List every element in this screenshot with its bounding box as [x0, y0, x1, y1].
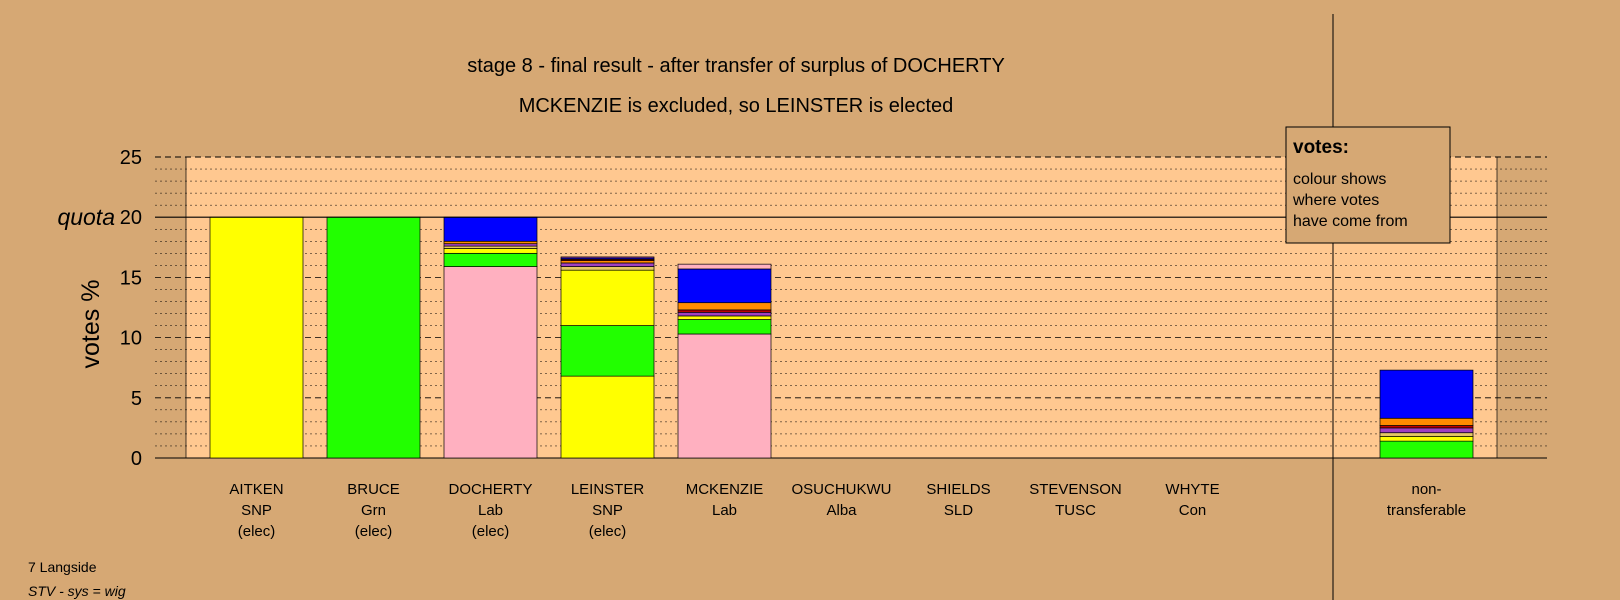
bar-segment-non-transferable-tusc: [1379, 425, 1474, 429]
y-tick-label: 25: [120, 147, 142, 169]
bar-segment-bruce-grn: [326, 216, 421, 459]
bar-segment-non-transferable-grn: [1379, 440, 1474, 459]
bar-segment-non-transferable-con: [1379, 369, 1474, 419]
bar-segment-docherty-alba: [443, 243, 538, 247]
y-axis-label: votes %: [77, 280, 105, 369]
bar-segment-leinster-snp: [560, 269, 655, 326]
candidate-label-docherty-line-2: Lab: [478, 502, 503, 519]
bar-segment-non-transferable-snp: [1379, 435, 1474, 442]
candidate-label-stevenson-line-1: STEVENSON: [1029, 481, 1122, 498]
candidate-label-mckenzie-line-2: Lab: [712, 502, 737, 519]
bar-segment-leinster-grn: [560, 325, 655, 377]
y-tick-label: 5: [131, 388, 142, 410]
candidate-label-osuchukwu-line-1: OSUCHUKWU: [792, 481, 892, 498]
legend-line-1: colour shows: [1293, 171, 1386, 188]
legend-line-3: have come from: [1293, 213, 1408, 230]
legend-line-2: where votes: [1292, 192, 1379, 209]
bar-segment-non-transferable-alba: [1379, 427, 1474, 434]
candidate-label-docherty-line-3: (elec): [472, 523, 510, 540]
y-tick-label: 10: [120, 328, 142, 350]
legend-box: [1285, 126, 1451, 244]
bar-segment-docherty-grn: [443, 252, 538, 267]
bar-segment-mckenzie-alba: [677, 311, 772, 317]
y-tick-label: 20: [120, 207, 142, 229]
bar-segment-leinster-alba: [560, 256, 655, 259]
bar-segment-leinster-alba: [560, 262, 655, 267]
bar-segment-mckenzie-lab: [677, 263, 772, 270]
bar-segment-leinster-snp: [560, 375, 655, 459]
y-tick-label: 15: [120, 267, 142, 289]
candidate-label-leinster-line-3: (elec): [589, 523, 627, 540]
candidate-label-shields-line-1: SHIELDS: [926, 481, 990, 498]
y-tick-labels: 0 5 10 15 20 25: [120, 147, 142, 470]
bar-segment-mckenzie-con: [677, 268, 772, 304]
bar-segment-mckenzie-tusc: [677, 309, 772, 313]
bars: [209, 216, 1474, 459]
y-tick-label: 0: [131, 448, 142, 470]
bar-segment-non-transferable-other: [1379, 432, 1474, 437]
ward-name: 7 Langside: [28, 559, 97, 575]
candidate-label-aitken-line-3: (elec): [238, 523, 276, 540]
bar-segment-docherty-sld: [443, 240, 538, 245]
candidate-label-aitken-line-2: SNP: [241, 502, 272, 519]
non-transferable-label-line-2: transferable: [1387, 502, 1466, 519]
candidate-label-shields-line-2: SLD: [944, 502, 973, 519]
legend-title: votes:: [1293, 137, 1349, 158]
candidate-label-stevenson-line-2: TUSC: [1055, 502, 1096, 519]
bar-segment-docherty-snp: [443, 248, 538, 254]
bar-segment-non-transferable-sld: [1379, 417, 1474, 426]
chart-title: stage 8 - final result - after transfer …: [467, 55, 1005, 77]
bar-segment-docherty-con: [443, 216, 538, 242]
candidate-label-docherty-line-1: DOCHERTY: [449, 481, 533, 498]
bar-segment-mckenzie-grn: [677, 319, 772, 335]
non-transferable-label-line-1: non-: [1411, 481, 1441, 498]
legend: votes: colour shows where votes have com…: [1285, 126, 1451, 244]
candidate-label-whyte-line-1: WHYTE: [1165, 481, 1219, 498]
candidate-label-aitken-line-1: AITKEN: [229, 481, 283, 498]
candidate-label-bruce-line-3: (elec): [355, 523, 393, 540]
bar-segment-mckenzie-lab: [677, 333, 772, 459]
bar-segment-leinster-sld: [560, 260, 655, 264]
quota-label: quota: [57, 204, 115, 230]
system-label: STV - sys = wig: [28, 583, 126, 599]
chart-subtitle: MCKENZIE is excluded, so LEINSTER is ele…: [519, 95, 954, 117]
bar-segment-mckenzie-sld: [677, 302, 772, 311]
candidate-labels: AITKEN SNP (elec) BRUCE Grn (elec) DOCHERTY Lab…: [229, 481, 1466, 540]
candidate-label-leinster-line-2: SNP: [592, 502, 623, 519]
bar-segment-docherty-lab: [443, 266, 538, 459]
candidate-label-mckenzie-line-1: MCKENZIE: [686, 481, 764, 498]
bar-segment-mckenzie-snp: [677, 315, 772, 320]
bar-segment-docherty-other: [443, 245, 538, 249]
candidate-label-bruce-line-1: BRUCE: [347, 481, 400, 498]
candidate-label-whyte-line-2: Con: [1179, 502, 1207, 519]
candidate-label-bruce-line-2: Grn: [361, 502, 386, 519]
candidate-label-leinster-line-1: LEINSTER: [571, 481, 645, 498]
candidate-label-osuchukwu-line-2: Alba: [826, 502, 857, 519]
bar-segment-aitken-snp: [209, 216, 304, 459]
bar-segment-leinster-other: [560, 266, 655, 271]
